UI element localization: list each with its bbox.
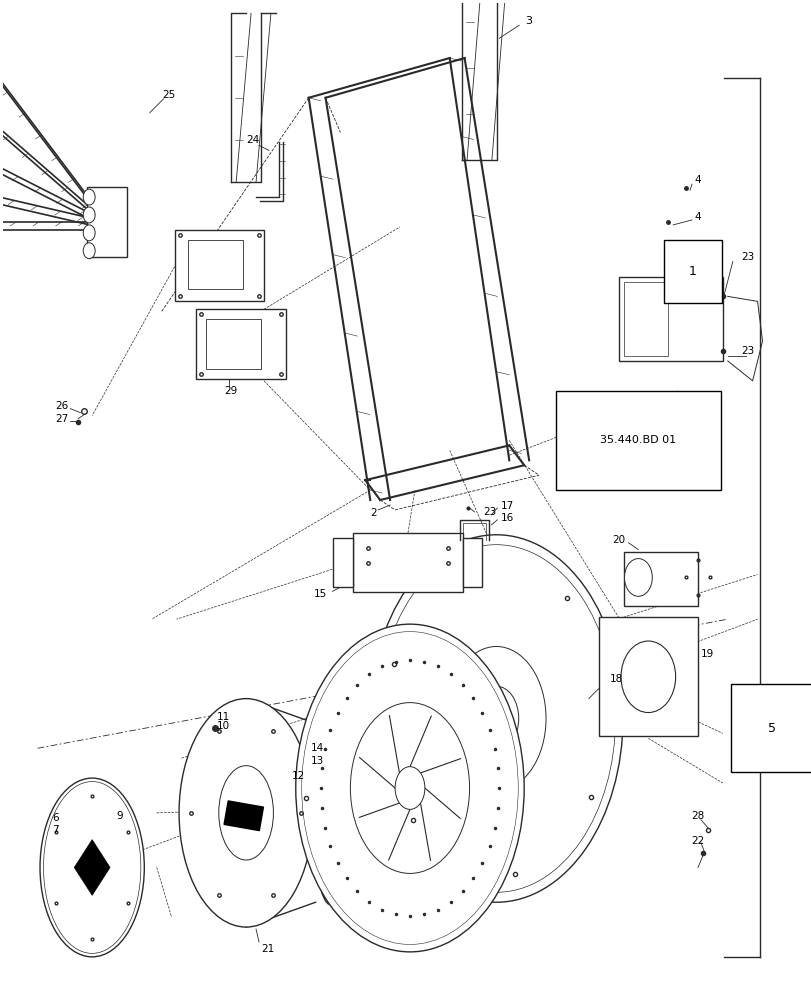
Text: 13: 13 [311,756,324,766]
Text: 9: 9 [117,811,123,821]
Text: 24: 24 [246,135,260,145]
Text: 28: 28 [690,811,704,821]
Text: 17: 17 [500,501,513,511]
Text: 23: 23 [740,346,753,356]
Text: 3: 3 [525,16,532,26]
Text: 22: 22 [690,836,704,846]
Text: 14: 14 [311,743,324,753]
Text: 29: 29 [225,386,238,396]
Text: 27: 27 [56,414,69,424]
Bar [623,552,697,606]
Ellipse shape [83,207,95,223]
Bar [598,617,697,736]
Text: 4: 4 [694,175,701,185]
Bar [188,240,242,289]
Bar [206,319,260,369]
Ellipse shape [295,624,524,952]
Text: 20: 20 [611,535,624,545]
Text: 11: 11 [217,712,230,722]
Ellipse shape [83,243,95,259]
Text: 5: 5 [767,722,775,735]
Text: 25: 25 [162,90,175,100]
Text: 23: 23 [740,252,753,262]
Ellipse shape [313,721,347,905]
Polygon shape [74,840,110,895]
Ellipse shape [83,225,95,241]
Bar [462,538,482,587]
Bar [196,309,285,379]
Text: 21: 21 [261,944,274,954]
Text: 18: 18 [609,674,622,684]
Bar [174,230,264,301]
Ellipse shape [624,559,651,596]
Bar [87,187,127,257]
Text: 4: 4 [694,212,701,222]
Ellipse shape [40,778,144,957]
Ellipse shape [395,767,424,809]
Text: 16: 16 [500,513,513,523]
Text: 12: 12 [292,771,305,781]
Ellipse shape [179,699,313,927]
Text: 35.440.BD 01: 35.440.BD 01 [599,435,676,445]
Ellipse shape [218,766,273,860]
Bar [224,801,263,831]
Text: 7: 7 [52,825,58,835]
Ellipse shape [369,535,622,902]
Bar [333,538,353,587]
Bar [353,533,462,592]
Ellipse shape [83,189,95,205]
Text: 8: 8 [94,864,101,874]
Text: 26: 26 [56,401,69,411]
Text: 2: 2 [370,508,376,518]
Bar [623,282,667,356]
Text: 23: 23 [483,507,496,517]
Text: 1: 1 [689,265,696,278]
Text: 19: 19 [701,649,714,659]
Bar [618,277,722,361]
Text: 6: 6 [52,813,58,823]
Text: 15: 15 [314,589,327,599]
Text: 10: 10 [217,721,230,731]
